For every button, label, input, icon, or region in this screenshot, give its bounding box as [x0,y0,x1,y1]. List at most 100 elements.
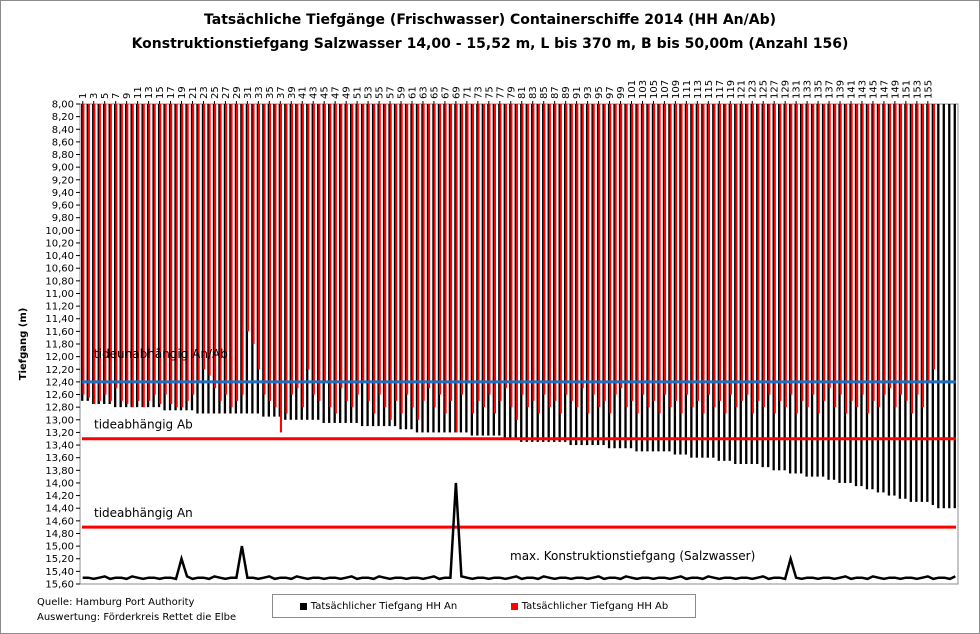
bar-ab [230,104,233,408]
legend-swatch-an [299,602,307,610]
bar-ab [921,104,925,408]
bar-an [662,104,666,452]
bar-an [212,104,216,414]
bar-an [410,104,413,430]
x-tick-label: 109 [671,80,682,99]
bar-an [679,104,682,455]
bar-an [756,104,759,464]
bar-an [915,104,918,502]
bar-an [393,104,397,427]
bar-an [629,104,633,449]
bar-ab [439,104,442,395]
x-tick-label: 33 [254,86,265,99]
bar-an [882,104,885,493]
x-tick-label: 121 [737,80,748,99]
x-tick-label: 3 [89,93,100,99]
bar-an [613,104,616,449]
x-tick-label: 71 [462,86,473,99]
bar-ab [576,104,579,408]
bar-ab [806,104,809,408]
y-tick-label: 10,80 [45,276,74,287]
x-tick-label: 57 [386,86,397,99]
bar-ab [685,104,689,395]
x-tick-label: 49 [342,86,353,99]
bar-ab [664,104,667,395]
bar-an [289,104,292,420]
x-tick-label: 91 [572,86,583,99]
legend-swatch-ab [510,602,518,610]
bar-an [854,104,858,487]
bar-an [371,104,375,427]
bar-ab [126,104,129,404]
bar-an [245,104,249,414]
bar-ab [834,104,837,408]
bar-an [476,104,479,436]
bar-ab [340,104,343,389]
bar-ab [378,104,381,395]
bar-ab [164,104,167,395]
bar-an [86,104,89,401]
x-tick-label: 141 [846,80,857,99]
bar-ab [669,104,672,408]
bar-ab [197,104,200,382]
bar-ab [927,104,930,382]
bar-an [558,104,561,442]
bar-ab [93,104,96,404]
bar-an [767,104,770,468]
x-tick-label: 11 [133,86,144,99]
legend-label-ab: Tatsächlicher Tiefgang HH Ab [521,600,669,612]
x-tick-label: 111 [682,80,693,99]
bar-an [832,104,836,480]
x-tick-label: 105 [649,80,660,99]
bar-ab [581,104,584,389]
chart-title: Tatsächliche Tiefgänge (Frischwasser) Co… [204,12,776,28]
bar-an [838,104,841,483]
bar-ab [620,104,623,389]
x-tick-label: 43 [309,86,320,99]
bar-ab [883,104,886,395]
bar-an [585,104,589,446]
bar-ab [411,104,414,408]
bar-an [525,104,528,442]
y-tick-label: 8,60 [52,137,74,148]
bar-ab [109,104,112,401]
bar-an [207,104,210,414]
x-tick-label: 131 [792,80,803,99]
bar-an [174,104,177,411]
bar-an [569,104,572,446]
bar-an [349,104,353,423]
bar-ab [181,104,184,408]
y-tick-label: 8,80 [52,150,74,161]
bar-ab [175,104,178,408]
bar-ab [104,104,107,395]
y-tick-label: 14,40 [45,504,74,515]
bar-ab [362,104,365,382]
bar-an [553,104,556,442]
bar-ab [812,104,815,395]
bar-an [443,104,446,433]
construction-draft-label: max. Konstruktionstiefgang (Salzwasser) [510,549,755,563]
x-tick-label: 87 [550,86,561,99]
bar-an [432,104,435,433]
bar-ab [334,104,337,414]
ref-line-tide-an-label: tideabhängig An [94,506,193,520]
x-tick-label: 63 [418,86,429,99]
x-tick-label: 37 [276,86,287,99]
bar-an [745,104,748,464]
bar-an [377,104,380,427]
bar-ab [148,104,151,401]
bar-an [157,104,161,408]
bar-an [344,104,347,423]
y-tick-label: 10,40 [45,251,74,262]
bar-ab [537,104,540,414]
bar-an [168,104,172,411]
bar-an [229,104,232,414]
bar-ab [707,104,711,395]
bar-ab [406,104,409,395]
bar-an [695,104,699,458]
bar-ab [521,104,524,395]
y-tick-label: 13,60 [45,453,74,464]
source-line: Quelle: Hamburg Port Authority [37,597,195,608]
bar-ab [675,104,678,401]
